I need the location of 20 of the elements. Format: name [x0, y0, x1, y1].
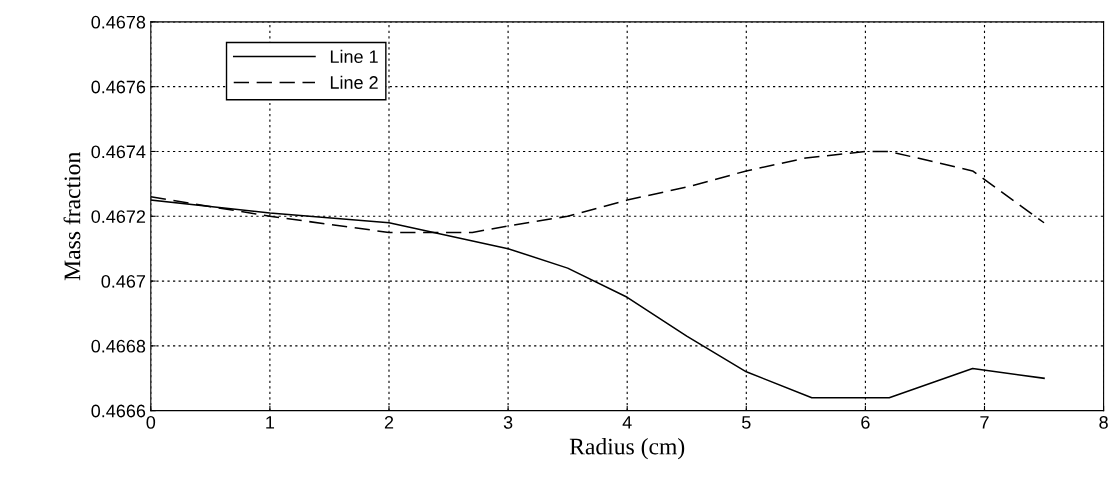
x-axis-title: Radius (cm): [569, 437, 685, 460]
y-tick-label: 0.4674: [91, 145, 146, 159]
x-tick-label: 0: [146, 416, 156, 429]
x-tick-label: 8: [1099, 416, 1108, 429]
x-tick-label: 1: [266, 416, 275, 429]
y-tick-label: 0.467: [101, 275, 146, 288]
y-axis-title: Mass fraction: [63, 152, 81, 281]
y-tick-label: 0.4672: [91, 210, 146, 223]
y-tick-label: 0.4666: [91, 404, 146, 418]
x-tick-label: 4: [622, 416, 632, 429]
legend-label: Line 1: [330, 49, 378, 64]
legend-label: Line 2: [330, 75, 378, 89]
x-tick-label: 3: [503, 416, 513, 429]
y-tick-label: 0.4668: [91, 339, 146, 353]
x-tick-label: 2: [384, 416, 394, 429]
x-tick-label: 6: [861, 416, 870, 429]
x-tick-label: 7: [980, 416, 989, 429]
x-tick-label: 5: [742, 416, 751, 429]
y-tick-label: 0.4678: [91, 15, 146, 29]
y-tick-label: 0.4676: [91, 80, 146, 94]
